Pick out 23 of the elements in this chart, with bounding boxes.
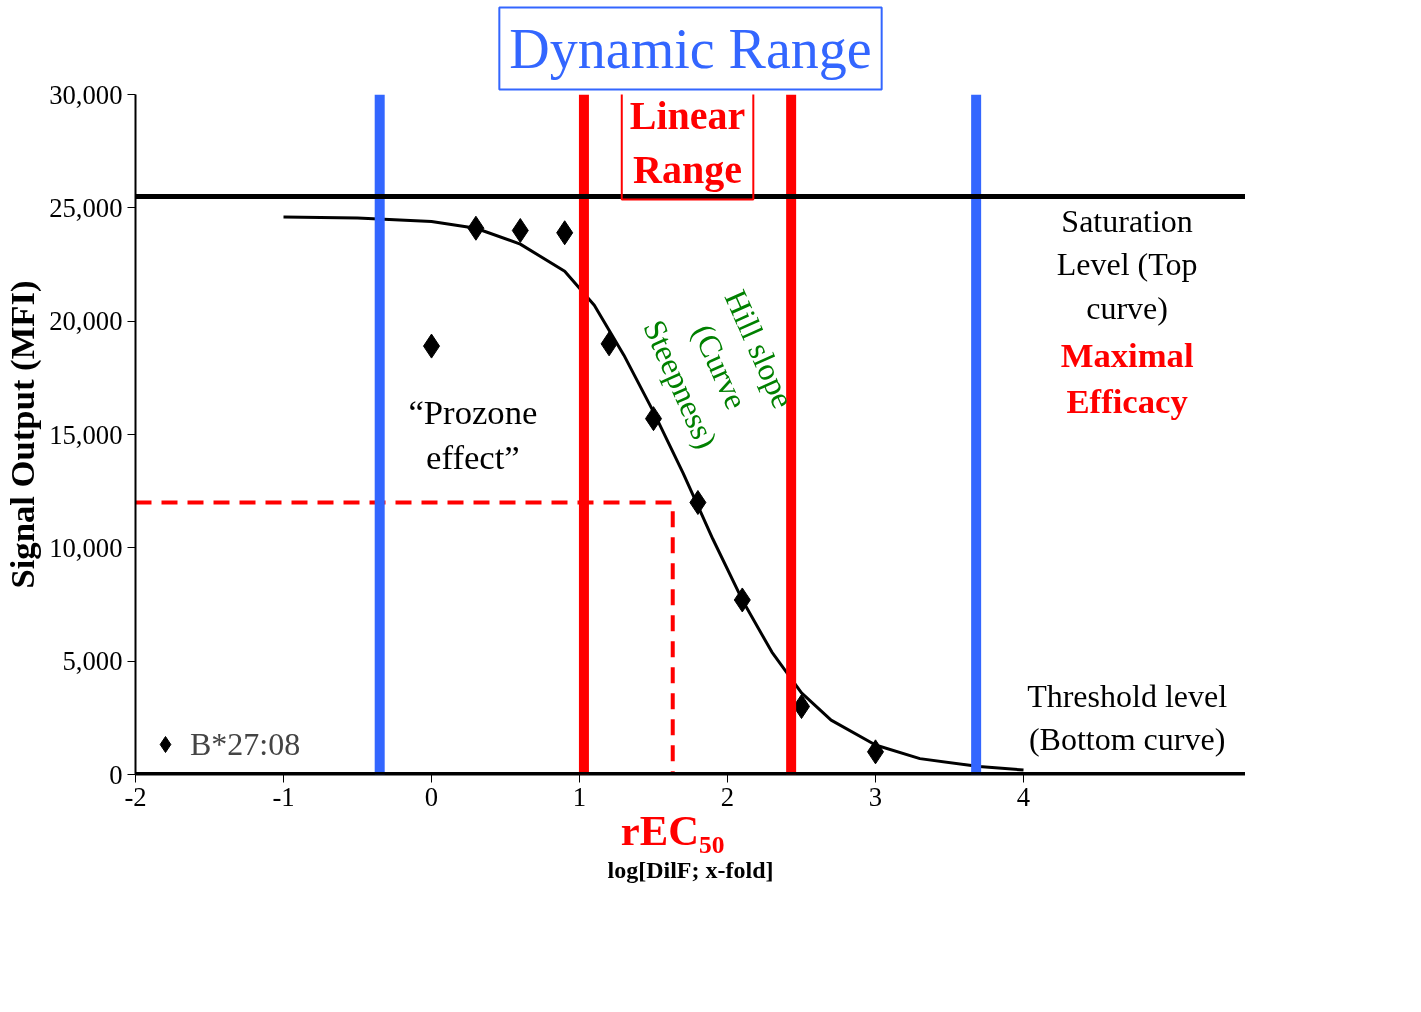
x-axis-title: log[DilF; x-fold] <box>607 856 774 883</box>
x-tick-label: 3 <box>868 781 883 812</box>
y-tick-label: 15,000 <box>49 419 123 450</box>
y-tick-label: 10,000 <box>49 532 123 563</box>
chart-title: Dynamic Range <box>509 17 872 80</box>
y-tick-label: 0 <box>109 759 123 790</box>
y-axis-title: Signal Output (MFI) <box>3 280 43 589</box>
annotation: Maximal Efficacy <box>1060 336 1194 420</box>
y-tick-label: 5,000 <box>62 646 123 677</box>
point <box>511 218 529 243</box>
annotation: Linear Range <box>629 92 746 192</box>
x-tick-label: 4 <box>1016 781 1031 812</box>
y-tick-label: 30,000 <box>49 79 123 110</box>
x-tick-label: -1 <box>272 781 295 812</box>
x-tick-label: 1 <box>572 781 587 812</box>
y-tick-label: 25,000 <box>49 192 123 223</box>
y-tick-label: 20,000 <box>49 306 123 337</box>
annotation: Threshold level (Bottom curve) <box>1027 678 1228 758</box>
legend-label: B*27:08 <box>190 725 301 763</box>
x-tick-label: -2 <box>124 781 147 812</box>
annotation: “Prozone effect” <box>408 392 538 477</box>
x-tick-label: 0 <box>424 781 439 812</box>
annotation: Saturation Level (Top curve) <box>1056 203 1198 326</box>
